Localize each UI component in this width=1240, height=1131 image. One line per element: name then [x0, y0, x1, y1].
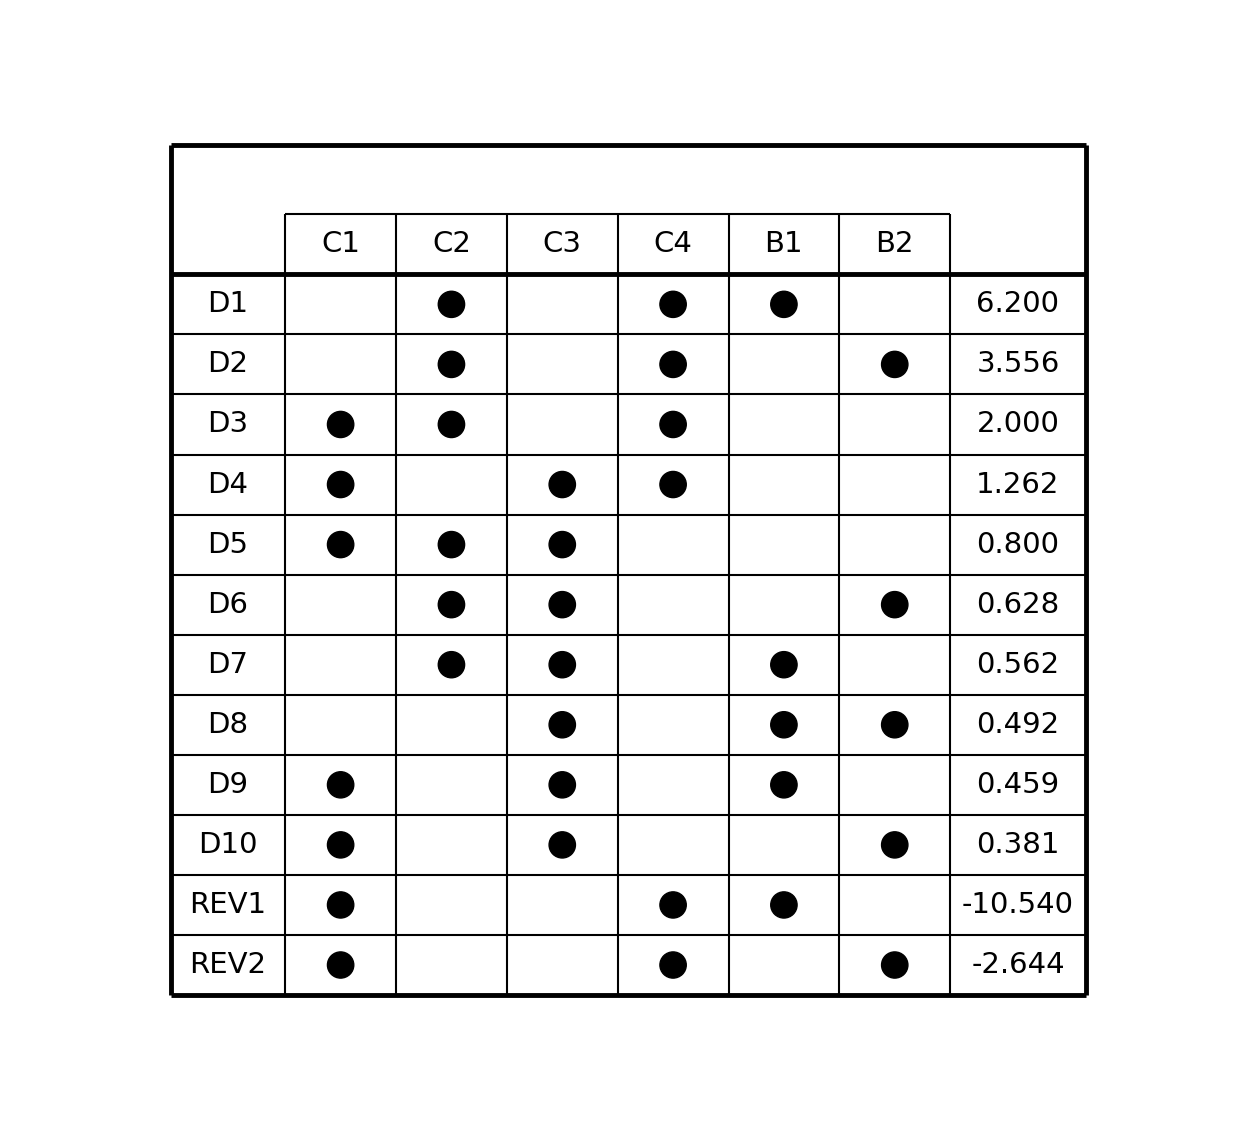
- Circle shape: [660, 952, 686, 978]
- Circle shape: [771, 292, 797, 318]
- Text: D1: D1: [207, 291, 248, 318]
- Circle shape: [327, 892, 353, 918]
- Circle shape: [771, 651, 797, 677]
- Circle shape: [882, 711, 908, 737]
- Circle shape: [327, 952, 353, 978]
- Text: B1: B1: [765, 231, 804, 258]
- Text: REV2: REV2: [190, 951, 267, 979]
- Circle shape: [438, 592, 465, 618]
- Circle shape: [771, 892, 797, 918]
- Text: D2: D2: [207, 351, 248, 379]
- Circle shape: [327, 412, 353, 438]
- Circle shape: [549, 651, 575, 677]
- Circle shape: [771, 771, 797, 797]
- Circle shape: [549, 532, 575, 558]
- Circle shape: [771, 711, 797, 737]
- Circle shape: [549, 472, 575, 498]
- Circle shape: [882, 952, 908, 978]
- Text: 6.200: 6.200: [976, 291, 1059, 318]
- Text: D5: D5: [207, 530, 248, 559]
- Circle shape: [438, 292, 465, 318]
- Circle shape: [327, 472, 353, 498]
- Circle shape: [660, 892, 686, 918]
- Circle shape: [882, 352, 908, 378]
- Text: 0.381: 0.381: [976, 831, 1060, 858]
- Text: 2.000: 2.000: [977, 411, 1059, 439]
- Circle shape: [660, 412, 686, 438]
- Text: REV1: REV1: [190, 891, 267, 920]
- Text: D8: D8: [207, 710, 248, 739]
- Text: D6: D6: [207, 590, 248, 619]
- Text: D7: D7: [207, 650, 248, 679]
- Text: D10: D10: [198, 831, 258, 858]
- Circle shape: [327, 831, 353, 858]
- Circle shape: [327, 532, 353, 558]
- Circle shape: [882, 831, 908, 858]
- Text: 3.556: 3.556: [976, 351, 1060, 379]
- Circle shape: [327, 771, 353, 797]
- Circle shape: [549, 771, 575, 797]
- Text: D9: D9: [207, 771, 248, 798]
- Circle shape: [438, 412, 465, 438]
- Circle shape: [660, 352, 686, 378]
- Circle shape: [660, 292, 686, 318]
- Circle shape: [438, 532, 465, 558]
- Circle shape: [549, 592, 575, 618]
- Text: -10.540: -10.540: [962, 891, 1074, 920]
- Circle shape: [438, 352, 465, 378]
- Text: B2: B2: [875, 231, 914, 258]
- Text: C4: C4: [653, 231, 692, 258]
- Text: 0.562: 0.562: [976, 650, 1059, 679]
- Text: C2: C2: [432, 231, 471, 258]
- Circle shape: [882, 592, 908, 618]
- Circle shape: [549, 711, 575, 737]
- Text: C1: C1: [321, 231, 360, 258]
- Text: 0.628: 0.628: [976, 590, 1060, 619]
- Text: D3: D3: [207, 411, 248, 439]
- Circle shape: [549, 831, 575, 858]
- Circle shape: [660, 472, 686, 498]
- Text: 0.800: 0.800: [976, 530, 1059, 559]
- Text: -2.644: -2.644: [971, 951, 1065, 979]
- Text: D4: D4: [207, 470, 248, 499]
- Text: 0.459: 0.459: [976, 771, 1059, 798]
- Text: 0.492: 0.492: [976, 710, 1059, 739]
- Text: 1.262: 1.262: [976, 470, 1060, 499]
- Circle shape: [438, 651, 465, 677]
- Text: C3: C3: [543, 231, 582, 258]
